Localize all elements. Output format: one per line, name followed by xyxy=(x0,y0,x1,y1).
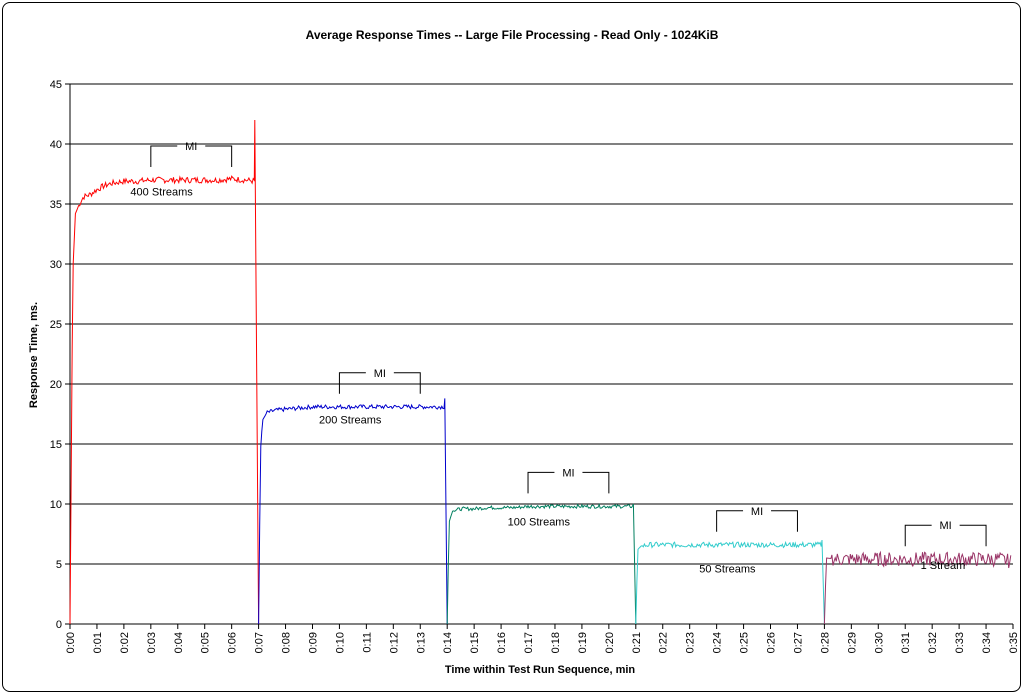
mi-label: MI xyxy=(562,467,574,479)
mi-bracket-right xyxy=(771,510,798,532)
series-layer xyxy=(69,119,1012,625)
x-tick-label: 0:15 xyxy=(469,632,481,653)
x-tick-label: 0:05 xyxy=(200,632,212,653)
x-tick-label: 0:09 xyxy=(307,632,319,653)
x-tick-label: 0:21 xyxy=(631,632,643,653)
series-annotation: 200 Streams xyxy=(319,415,382,427)
x-tick-label: 0:26 xyxy=(766,632,778,653)
x-tick-label: 0:20 xyxy=(604,632,616,653)
y-tick-label: 40 xyxy=(50,139,62,151)
mi-bracket-right xyxy=(393,372,421,394)
y-tick-label: 10 xyxy=(50,499,62,511)
mi-bracket-left xyxy=(150,145,178,167)
x-tick-label: 0:28 xyxy=(819,632,831,653)
x-tick-label: 0:22 xyxy=(658,632,670,653)
x-tick-label: 0:31 xyxy=(900,632,912,653)
mi-bracket-left xyxy=(527,471,555,494)
x-tick-label: 0:12 xyxy=(388,632,400,653)
y-tick-label: 45 xyxy=(50,79,62,91)
x-tick-label: 0:27 xyxy=(792,632,804,653)
series-line-1-stream xyxy=(823,550,1012,625)
series-line-50-streams xyxy=(635,539,825,625)
x-tick-label: 0:17 xyxy=(523,632,535,653)
x-tick-label: 0:34 xyxy=(981,632,993,653)
x-tick-label: 0:23 xyxy=(685,632,697,653)
x-tick-label: 0:02 xyxy=(119,632,131,653)
x-tick-label: 0:07 xyxy=(254,632,266,653)
series-annotation: 100 Streams xyxy=(508,517,571,529)
x-axis-title: Time within Test Run Sequence, min xyxy=(445,664,636,676)
y-tick-label: 5 xyxy=(56,559,62,571)
mi-bracket-right xyxy=(205,145,233,167)
mi-bracket-left xyxy=(904,524,932,547)
grid-layer xyxy=(70,83,1013,625)
x-tick-label: 0:18 xyxy=(550,632,562,653)
x-tick-label: 0:04 xyxy=(173,632,185,653)
series-line-100-streams xyxy=(446,503,637,625)
mi-bracket-left xyxy=(716,510,744,532)
x-tick-label: 0:10 xyxy=(334,632,346,653)
x-tick-label: 0:11 xyxy=(361,632,373,653)
mi-label: MI xyxy=(185,141,197,153)
x-tick-label: 0:03 xyxy=(146,632,158,653)
x-tick-label: 0:00 xyxy=(65,632,77,653)
y-axis-title: Response Time, ms. xyxy=(28,302,40,408)
x-tick-label: 0:24 xyxy=(712,632,724,653)
series-annotation: 50 Streams xyxy=(699,563,756,575)
x-tick-label: 0:33 xyxy=(954,632,966,653)
x-tick-label: 0:29 xyxy=(846,632,858,653)
chart-title: Average Response Times -- Large File Pro… xyxy=(306,28,719,42)
x-tick-label: 0:19 xyxy=(577,632,589,653)
y-tick-label: 25 xyxy=(50,319,62,331)
x-tick-label: 0:14 xyxy=(442,632,454,653)
annotation-layer: MI MI MI MI MI 400 Streams 200 Streams 100 Stre… xyxy=(130,141,987,575)
mi-label: MI xyxy=(940,520,952,532)
x-tick-label: 0:01 xyxy=(92,632,104,653)
y-tick-label: 35 xyxy=(50,199,62,211)
y-tick-label: 15 xyxy=(50,439,62,451)
y-tick-label: 20 xyxy=(50,379,62,391)
x-tick-label: 0:06 xyxy=(227,632,239,653)
x-tick-label: 0:08 xyxy=(281,632,293,653)
series-line-200-streams xyxy=(258,398,448,625)
x-tick-label: 0:32 xyxy=(927,632,939,653)
y-tick-label: 30 xyxy=(50,259,62,271)
y-tick-label: 0 xyxy=(56,619,62,631)
series-annotation: 1 Stream xyxy=(921,560,966,572)
mi-label: MI xyxy=(751,506,763,518)
mi-bracket-right xyxy=(959,524,987,547)
x-tick-label: 0:25 xyxy=(739,632,751,653)
x-tick-label: 0:16 xyxy=(496,632,508,653)
x-tick-label: 0:35 xyxy=(1008,632,1020,653)
mi-bracket-left xyxy=(338,372,366,394)
x-tick-label: 0:30 xyxy=(873,632,885,653)
series-annotation: 400 Streams xyxy=(130,187,193,199)
mi-bracket-right xyxy=(582,471,610,494)
mi-label: MI xyxy=(374,368,386,380)
axis-layer: 0 5 10 15 20 25 30 35 40 45 0:00 0:01 0:02 0:03 0:04 0:… xyxy=(50,79,1020,653)
series-line-400-streams xyxy=(69,119,260,625)
x-tick-label: 0:13 xyxy=(415,632,427,653)
